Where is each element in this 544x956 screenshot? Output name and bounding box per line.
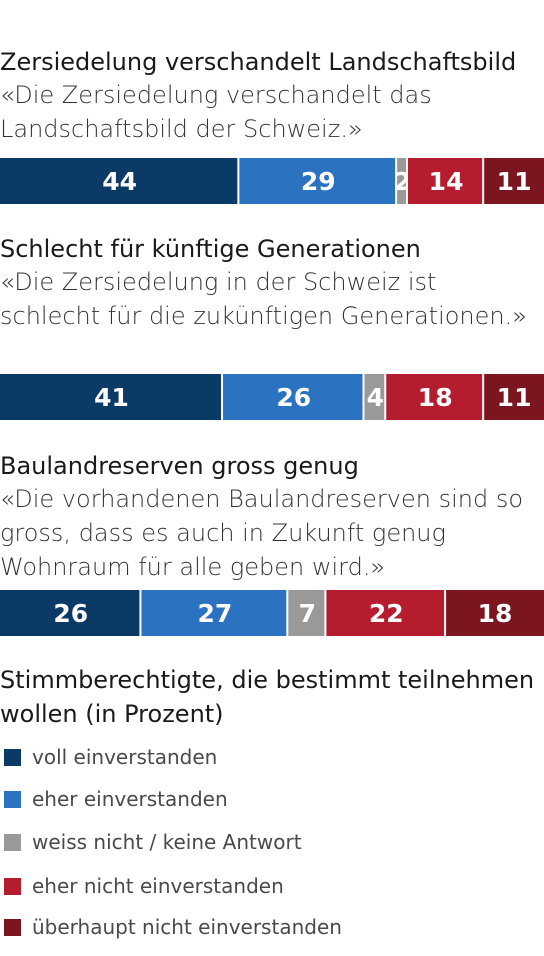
bar-segment-voll-einverstanden: [0, 374, 222, 420]
question-3-quote: «Die vorhandenen Baulandreserven sind so…: [0, 485, 524, 581]
question-2-title: Schlecht für künftige Generationen: [0, 235, 421, 263]
question-1-quote: «Die Zersiedelung verschandelt das Lands…: [0, 81, 432, 143]
data-label-eher-nicht-einverstanden: 14: [429, 167, 464, 196]
data-label-weiss-nicht-keine-antwort: 7: [299, 599, 316, 628]
bar-segment-weiss-nicht-keine-antwort: [397, 158, 406, 204]
data-label-eher-einverstanden: 26: [276, 383, 311, 412]
bar-segment-voll-einverstanden: [0, 158, 238, 204]
bar-question-3: 26 27 7 22 18: [0, 590, 544, 636]
data-label-eher-nicht-einverstanden: 22: [369, 599, 404, 628]
data-label-uberhaupt-nicht-einverstanden: 18: [478, 599, 513, 628]
bar-segment-eher-nicht-einverstanden: [408, 158, 483, 204]
data-label-uberhaupt-nicht-einverstanden: 11: [497, 167, 532, 196]
question-3: Baulandreserven gross genug «Die vorhand…: [0, 450, 544, 584]
legend-item-eher-nicht: eher nicht einverstanden: [0, 871, 284, 901]
question-3-title: Baulandreserven gross genug: [0, 452, 359, 480]
bar-segment-uberhaupt-nicht-einverstanden: [484, 158, 544, 204]
legend-label: eher einverstanden: [32, 787, 228, 811]
question-1-title: Zersiedelung verschandelt Landschaftsbil…: [0, 48, 517, 76]
bar-segment-eher-nicht-einverstanden: [386, 374, 483, 420]
legend-item-weiss-nicht: weiss nicht / keine Antwort: [0, 827, 302, 857]
data-label-eher-einverstanden: 29: [301, 167, 336, 196]
question-2-quote: «Die Zersiedelung in der Schweiz ist sch…: [0, 268, 527, 330]
data-label-voll-einverstanden: 26: [53, 599, 88, 628]
data-label-voll-einverstanden: 44: [102, 167, 137, 196]
bar-segment-weiss-nicht-keine-antwort: [288, 590, 325, 636]
bar-segment-uberhaupt-nicht-einverstanden: [446, 590, 544, 636]
legend-swatch: [4, 790, 21, 808]
legend-swatch: [4, 748, 21, 766]
legend-item-eher: eher einverstanden: [0, 784, 228, 814]
bar-segment-eher-einverstanden: [239, 158, 396, 204]
bar-segment-eher-einverstanden: [223, 374, 363, 420]
legend-label: überhaupt nicht einverstanden: [32, 915, 342, 939]
bar-segment-uberhaupt-nicht-einverstanden: [484, 374, 544, 420]
legend-label: eher nicht einverstanden: [32, 874, 284, 898]
bar-segment-weiss-nicht-keine-antwort: [364, 374, 385, 420]
legend-swatch: [4, 833, 21, 851]
data-label-uberhaupt-nicht-einverstanden: 11: [497, 383, 532, 412]
legend-title: Stimmberechtigte, die bestimmt teilnehme…: [0, 666, 535, 728]
data-label-eher-einverstanden: 27: [197, 599, 232, 628]
legend-label: voll einverstanden: [32, 745, 218, 769]
bar-segment-eher-einverstanden: [141, 590, 287, 636]
data-label-eher-nicht-einverstanden: 18: [418, 383, 453, 412]
legend-swatch: [4, 918, 21, 936]
data-label-weiss-nicht-keine-antwort: 2: [394, 167, 411, 196]
data-label-voll-einverstanden: 41: [94, 383, 129, 412]
bar-question-2: 41 26 4 18 11: [0, 374, 544, 420]
legend-swatch: [4, 877, 21, 895]
legend-item-voll: voll einverstanden: [0, 742, 217, 772]
data-label-weiss-nicht-keine-antwort: 4: [367, 383, 384, 412]
bar-segment-eher-nicht-einverstanden: [326, 590, 445, 636]
question-2: Schlecht für künftige Generationen «Die …: [0, 233, 544, 333]
bar-question-1: 44 29 2 14 11: [0, 158, 544, 204]
question-1: Zersiedelung verschandelt Landschaftsbil…: [0, 46, 544, 146]
bar-segment-voll-einverstanden: [0, 590, 140, 636]
legend-label: weiss nicht / keine Antwort: [32, 830, 302, 854]
legend-item-ueberhaupt-nicht: überhaupt nicht einverstanden: [0, 912, 342, 942]
